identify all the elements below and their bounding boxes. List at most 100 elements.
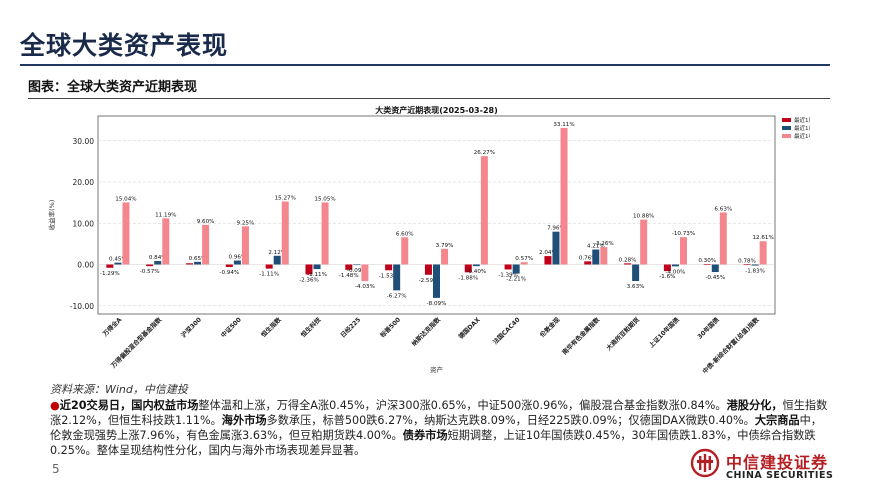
data-label: -0.40% bbox=[466, 269, 486, 275]
title-divider bbox=[20, 64, 830, 66]
x-axis-label: 资产 bbox=[430, 365, 444, 374]
legend-label: 最近1月 bbox=[794, 124, 810, 132]
bar-week bbox=[464, 264, 472, 273]
bar-year bbox=[600, 247, 608, 265]
data-label: 0.57% bbox=[515, 256, 533, 262]
data-label: -0.45% bbox=[705, 275, 725, 281]
bar-year bbox=[401, 237, 409, 265]
data-label: -1.88% bbox=[458, 275, 478, 281]
x-tick-label: 德国DAX bbox=[457, 316, 482, 341]
data-label: 4.21% bbox=[587, 244, 605, 250]
x-tick-label: 伦敦金现 bbox=[538, 315, 562, 339]
y-tick-label: 0.00 bbox=[77, 261, 94, 270]
company-logo: 中信建投证券 CHINA SECURITIES bbox=[690, 446, 840, 486]
summary-commodity-text: 中，伦敦金现强势上涨7.96%，有色金属涨3.63%，但豆粕期货跌4.00%。 bbox=[50, 414, 822, 442]
bar-week bbox=[186, 263, 194, 265]
data-label: 0.76% bbox=[579, 255, 597, 261]
data-label: 3.63% bbox=[627, 284, 645, 290]
asset-performance-chart: 大类资产近期表现(2025-03-28) -10.00 0.00 10.00 20.00… bbox=[47, 105, 810, 375]
legend-label: 最近1周 bbox=[794, 116, 810, 124]
x-tick-label: 标普500 bbox=[378, 315, 403, 340]
data-label: 0.84% bbox=[149, 255, 167, 261]
legend-swatch-week bbox=[782, 118, 791, 122]
bar-week bbox=[106, 264, 114, 268]
data-label: -1.6% bbox=[659, 274, 675, 280]
data-label: -0.94% bbox=[219, 270, 239, 276]
bar-week bbox=[424, 264, 432, 275]
bar-week bbox=[544, 256, 552, 265]
data-label: 2.12% bbox=[268, 250, 286, 256]
x-tick-label: 日经225 bbox=[339, 316, 363, 340]
y-tick-label: 20.00 bbox=[73, 178, 95, 187]
summary-overseas-text: 多数承压，标普500跌6.27%，纳斯达克跌8.09%，日经225跌0.09%；… bbox=[266, 414, 755, 427]
bar-week bbox=[345, 264, 353, 270]
bullet-icon: ● bbox=[50, 399, 60, 412]
bar-week bbox=[385, 264, 393, 271]
china-securities-logo-icon bbox=[690, 448, 720, 478]
bar-month bbox=[353, 264, 361, 266]
logo-english-name: CHINA SECURITIES bbox=[726, 470, 834, 481]
x-tick-label: 上证10年国债 bbox=[647, 315, 681, 349]
bar-year bbox=[759, 241, 767, 265]
data-label: 0.96% bbox=[228, 255, 246, 261]
data-label: -4.03% bbox=[355, 284, 375, 290]
bar-month bbox=[711, 264, 719, 273]
legend-swatch-month bbox=[782, 126, 791, 130]
figure-divider bbox=[28, 98, 830, 99]
data-label: 0.30% bbox=[698, 258, 716, 264]
data-label: -1.11% bbox=[307, 272, 327, 278]
summary-hk-text: 恒生指数涨2.12%，但恒生科技跌1.11%。 bbox=[50, 399, 828, 427]
bar-month bbox=[194, 261, 202, 265]
legend-swatch-year bbox=[782, 134, 791, 138]
data-label: -4.00% bbox=[666, 269, 686, 275]
bar-week bbox=[305, 264, 313, 275]
data-label: -2.59% bbox=[419, 278, 439, 284]
bar-week bbox=[584, 261, 592, 265]
bar-week bbox=[743, 264, 751, 265]
bar-year bbox=[162, 218, 170, 265]
data-label: -8.09% bbox=[427, 301, 447, 307]
bar-year bbox=[281, 201, 289, 265]
data-label: 26.27% bbox=[474, 150, 495, 156]
bar-week bbox=[663, 264, 671, 272]
bar-year bbox=[560, 127, 568, 265]
y-tick-label: -10.00 bbox=[70, 302, 94, 311]
data-label: 0.45% bbox=[109, 257, 127, 263]
bar-year bbox=[241, 226, 249, 265]
bar-week bbox=[146, 264, 154, 267]
data-label: -2.36% bbox=[299, 277, 319, 283]
bar-month bbox=[233, 260, 241, 265]
data-label: 7.96% bbox=[547, 226, 565, 232]
data-label: 0.28% bbox=[619, 257, 637, 263]
bar-week bbox=[703, 264, 711, 265]
bar-month bbox=[512, 264, 520, 274]
page-title: 全球大类资产表现 bbox=[20, 31, 229, 60]
data-label: -1.29% bbox=[100, 271, 120, 277]
figure-label: 图表：全球大类资产近期表现 bbox=[28, 80, 198, 95]
data-label: 12.61% bbox=[752, 235, 773, 241]
bar-month bbox=[632, 264, 640, 281]
bar-year bbox=[679, 237, 687, 265]
x-tick-label: 大商所豆粕期货 bbox=[605, 315, 642, 352]
summary-domestic-text: 整体温和上涨，万得全A涨0.45%，沪深300涨0.65%，中证500涨0.96… bbox=[198, 399, 727, 412]
data-label: 10.88% bbox=[633, 214, 654, 220]
bar-year bbox=[441, 248, 449, 265]
bar-week bbox=[225, 264, 233, 267]
data-label: 2.04% bbox=[539, 250, 557, 256]
bar-week bbox=[265, 264, 273, 269]
data-label: -0.57% bbox=[140, 269, 160, 275]
bar-month bbox=[433, 264, 440, 298]
bar-month bbox=[154, 261, 162, 265]
data-label: 15.27% bbox=[275, 196, 296, 202]
x-tick-label: 中证500 bbox=[219, 315, 243, 339]
bar-month bbox=[273, 255, 281, 265]
x-tick-label: 法国CAC40 bbox=[491, 315, 522, 346]
bar-year bbox=[480, 156, 488, 265]
x-tick-label: 30年国债 bbox=[696, 315, 721, 340]
data-label: 9.60% bbox=[197, 219, 215, 225]
logo-chinese-name: 中信建投证券 bbox=[726, 453, 829, 472]
data-label: 15.05% bbox=[314, 196, 335, 202]
data-label: -1.83% bbox=[745, 269, 765, 275]
x-tick-label: 恒生指数 bbox=[259, 315, 283, 339]
summary-paragraph: ●近20交易日，国内权益市场整体温和上涨，万得全A涨0.45%，沪深300涨0.… bbox=[50, 398, 830, 458]
